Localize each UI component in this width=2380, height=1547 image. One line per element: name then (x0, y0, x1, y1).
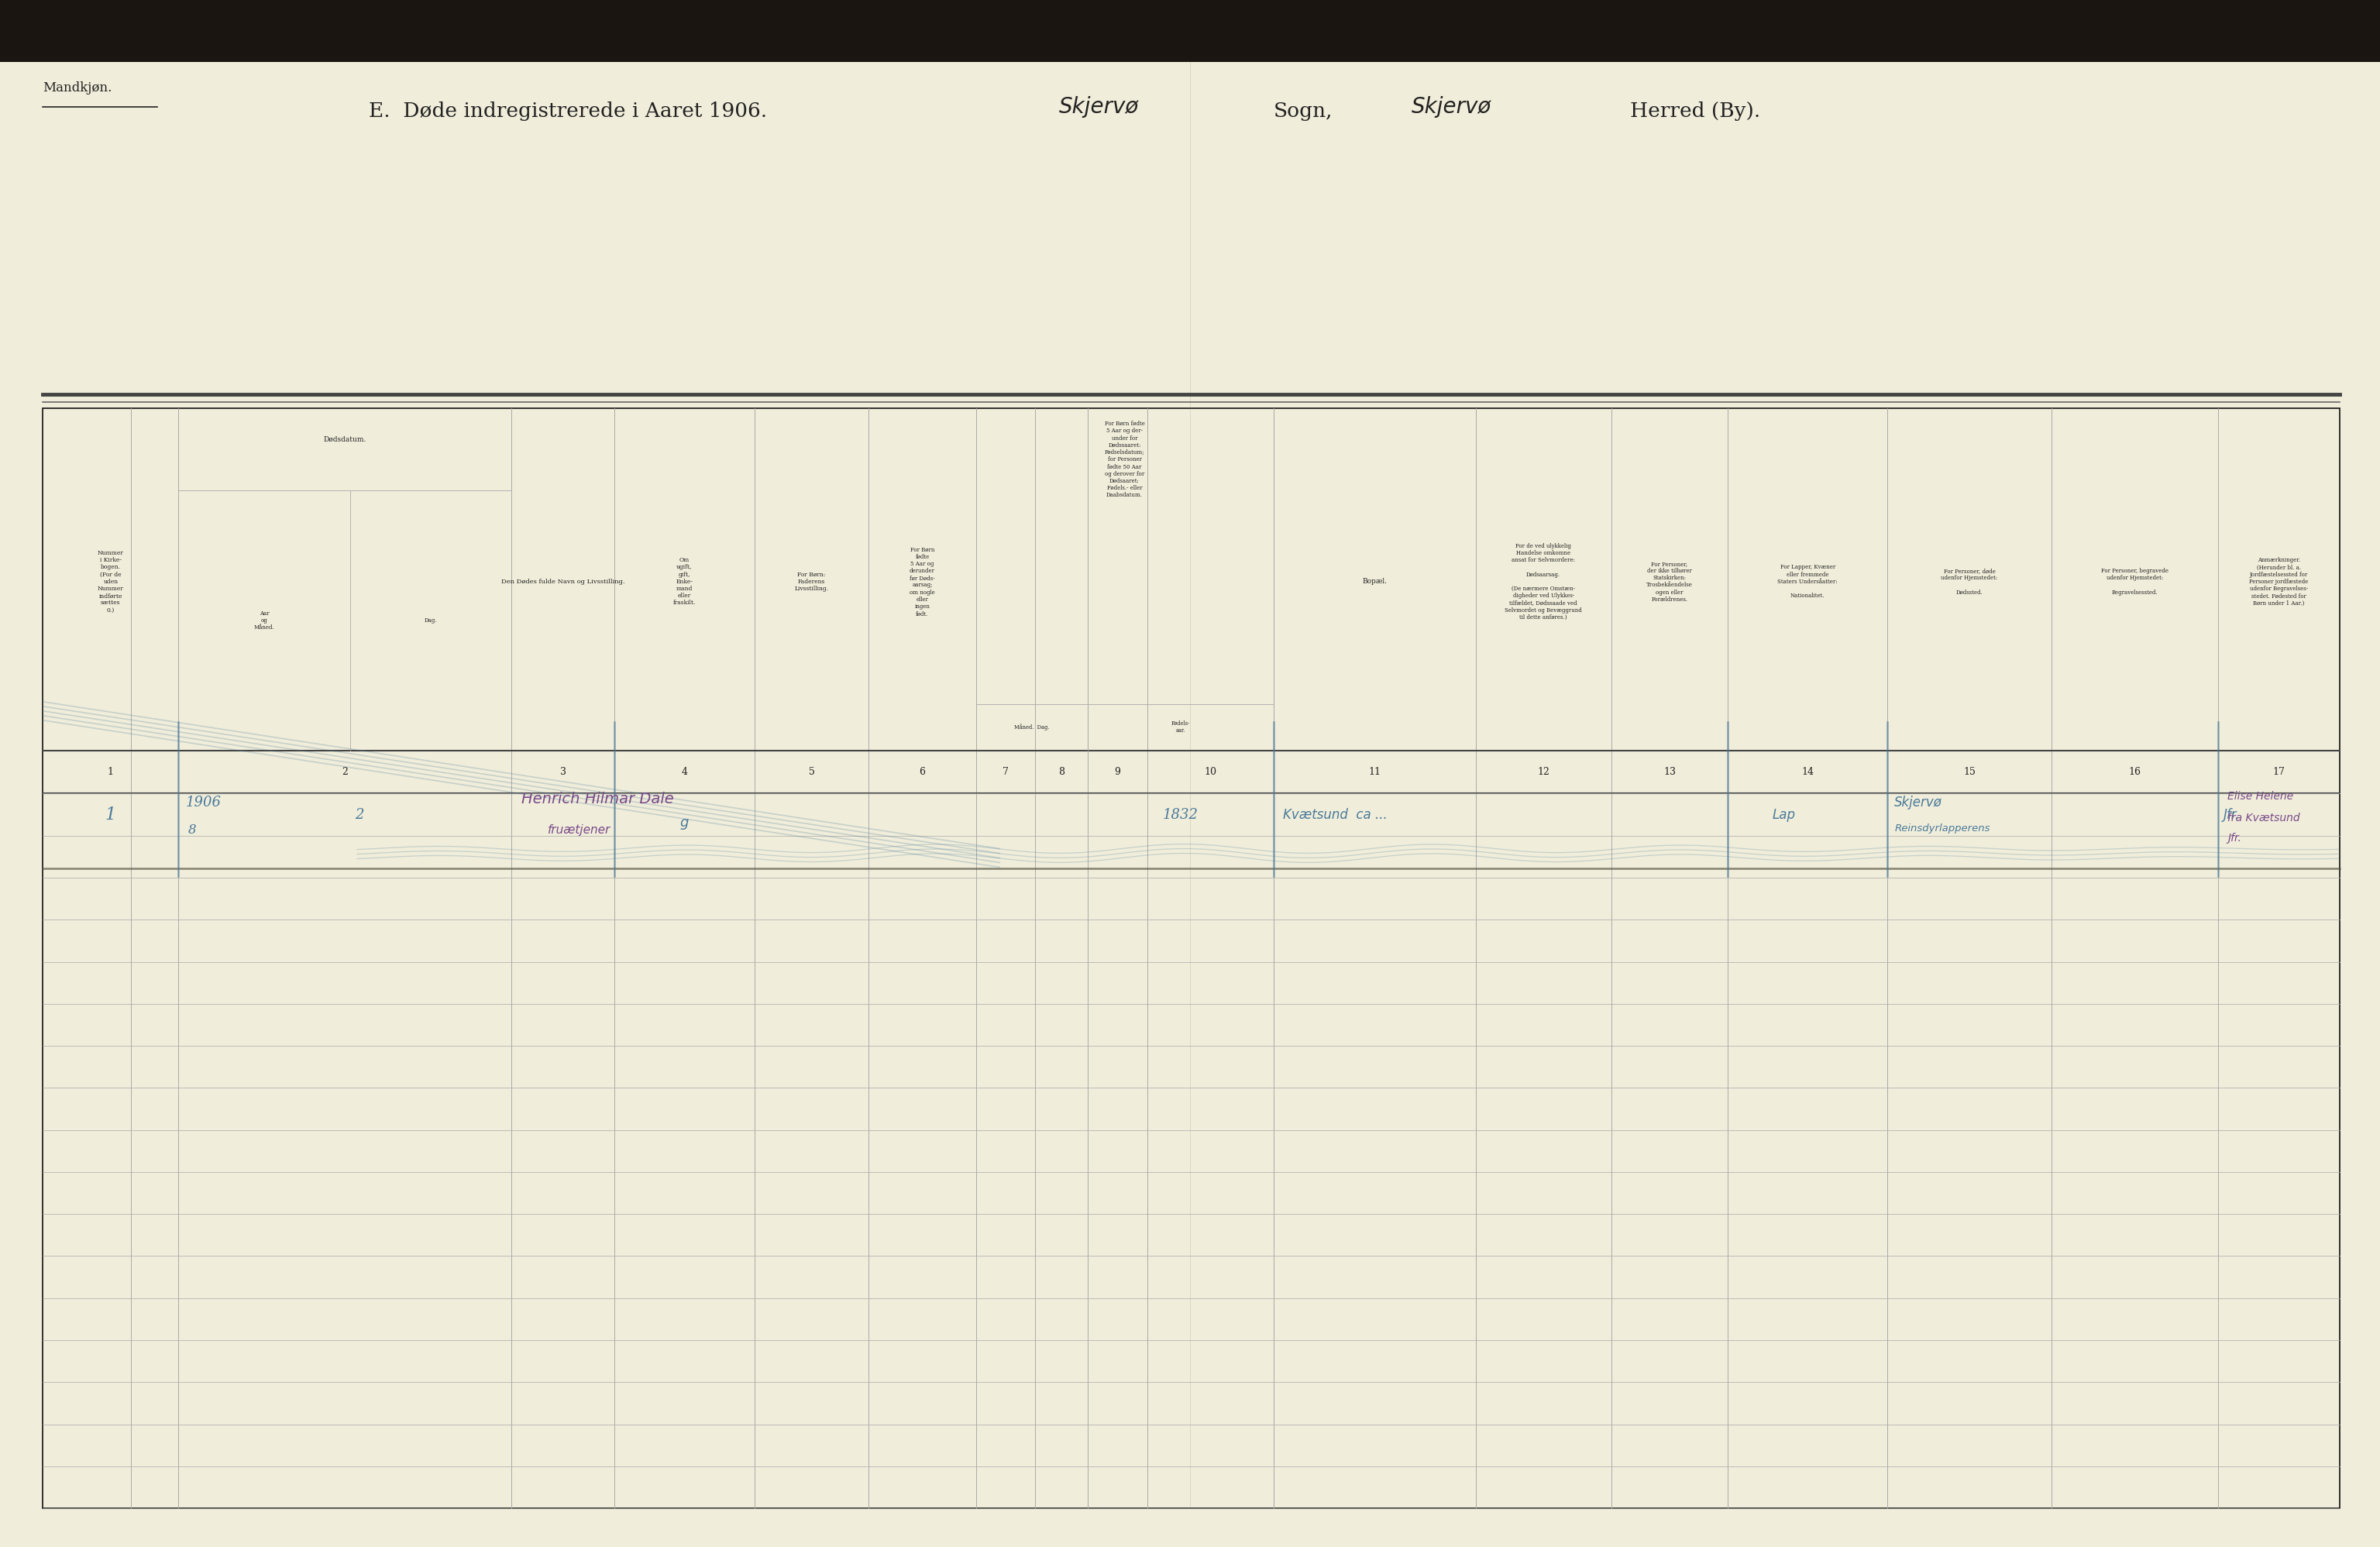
Text: 1: 1 (105, 806, 117, 823)
Text: Skjervø: Skjervø (1059, 96, 1140, 118)
Text: Fødels-
aar.: Fødels- aar. (1171, 721, 1190, 733)
Text: Jfr.: Jfr. (2228, 832, 2242, 843)
Text: 13: 13 (1664, 767, 1676, 777)
Text: 7: 7 (1002, 767, 1009, 777)
Text: Anmærkninger.
(Herunder bl. a.
Jordfæstelsessted for
Personer jordfæstede
udenfo: Anmærkninger. (Herunder bl. a. Jordfæste… (2249, 557, 2309, 606)
Text: Lap: Lap (1773, 808, 1795, 821)
Text: Sogn,: Sogn, (1273, 102, 1333, 121)
Text: 2: 2 (343, 767, 347, 777)
Text: 1832: 1832 (1164, 808, 1197, 821)
Text: g: g (681, 815, 688, 829)
Text: Måned.  Dag.: Måned. Dag. (1014, 724, 1050, 730)
Text: 15: 15 (1963, 767, 1975, 777)
Text: Elise Helene: Elise Helene (2228, 791, 2294, 801)
Text: For Børn fødte
5 Aar og der-
under for
Dødssaaret:
Fødselsdatum;
for Personer
fø: For Børn fødte 5 Aar og der- under for D… (1104, 421, 1145, 498)
Text: 5: 5 (809, 767, 814, 777)
Text: 14: 14 (1802, 767, 1814, 777)
Text: Jfr.: Jfr. (2223, 808, 2240, 821)
Text: 8: 8 (188, 823, 195, 837)
Text: Skjervø: Skjervø (1894, 795, 1942, 809)
Text: 16: 16 (2128, 767, 2142, 777)
Text: Bopæl.: Bopæl. (1361, 579, 1388, 585)
Text: E.  Døde indregistrerede i Aaret 1906.: E. Døde indregistrerede i Aaret 1906. (369, 102, 766, 121)
Text: 4: 4 (681, 767, 688, 777)
Text: Reinsdyrlapperens: Reinsdyrlapperens (1894, 823, 1990, 834)
Text: Den Dødes fulde Navn og Livsstilling.: Den Dødes fulde Navn og Livsstilling. (502, 579, 624, 585)
Text: For Børn:
Faderens
Livsstilling.: For Børn: Faderens Livsstilling. (795, 571, 828, 593)
Text: For Personer, døde
udenfor Hjemstedet:

Dødssted.: For Personer, døde udenfor Hjemstedet: D… (1942, 568, 1997, 596)
Text: 12: 12 (1537, 767, 1549, 777)
Text: fra Kvætsund: fra Kvætsund (2228, 812, 2299, 823)
Text: 17: 17 (2273, 767, 2285, 777)
Text: 1: 1 (107, 767, 114, 777)
Text: fruætjener: fruætjener (547, 825, 609, 835)
Text: Nummer
i Kirke-
bogen.
(For de
uden
Nummer
indførte
sættes
0.): Nummer i Kirke- bogen. (For de uden Numm… (98, 551, 124, 613)
Text: For Personer, begravede
udenfor Hjemstedet:

Begravelsessted.: For Personer, begravede udenfor Hjemsted… (2102, 568, 2168, 596)
Text: Dødsdatum.: Dødsdatum. (324, 436, 367, 444)
Text: 8: 8 (1059, 767, 1064, 777)
Text: Om
ugift,
gift,
Enke-
mand
eller
fraskilt.: Om ugift, gift, Enke- mand eller fraskil… (674, 557, 695, 606)
Text: 9: 9 (1114, 767, 1121, 777)
Text: 3: 3 (559, 767, 566, 777)
Text: For de ved ulykkelig
Handelse omkomne
ansat for Selvmordere:

Dødsaarsag.

(De n: For de ved ulykkelig Handelse omkomne an… (1504, 543, 1583, 620)
Text: Kvætsund  ca ...: Kvætsund ca ... (1283, 808, 1388, 821)
Bar (0, 0, 2380, 62)
Text: 2: 2 (355, 808, 364, 821)
Text: 6: 6 (919, 767, 926, 777)
Bar (43, 408, 2340, 1508)
Text: For Lapper, Kvæner
eller fremmede
Staters Undersåatter:

Nationalitet.: For Lapper, Kvæner eller fremmede Stater… (1778, 565, 1837, 599)
Text: 10: 10 (1204, 767, 1216, 777)
Text: Aar
og
Måned.: Aar og Måned. (255, 610, 274, 631)
Text: 1906: 1906 (186, 795, 221, 809)
Text: Herred (By).: Herred (By). (1630, 102, 1761, 121)
Text: Skjervø: Skjervø (1411, 96, 1492, 118)
Text: Dag.: Dag. (424, 617, 438, 623)
Text: 11: 11 (1368, 767, 1380, 777)
Text: Henrich Hilmar Dale: Henrich Hilmar Dale (521, 792, 674, 806)
Text: For Personer,
der ikke tilhører
Statskirken:
Trosbekåendelse
ogen eller
Forældre: For Personer, der ikke tilhører Statskir… (1647, 560, 1692, 603)
Text: For Børn
fødte
5 Aar og
derunder
før Døds-
aarsag;
om nogle
eller
ingen
født.: For Børn fødte 5 Aar og derunder før Død… (909, 546, 935, 617)
Text: Mandkjøn.: Mandkjøn. (43, 80, 112, 94)
